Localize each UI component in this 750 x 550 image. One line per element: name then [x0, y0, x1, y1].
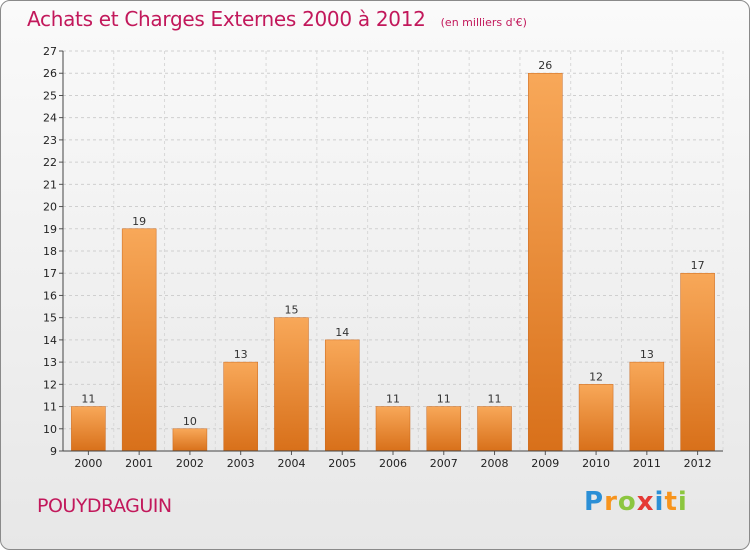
- logo-letter: r: [604, 487, 618, 517]
- y-tick-label: 25: [43, 89, 57, 102]
- bar: [71, 406, 106, 452]
- bars: [71, 72, 715, 452]
- logo-letter: i: [654, 487, 665, 517]
- data-label: 14: [335, 326, 349, 339]
- x-tick-label: 2004: [277, 457, 305, 470]
- y-tick-label: 16: [43, 289, 57, 302]
- data-label: 12: [589, 370, 603, 383]
- y-tick-label: 10: [43, 423, 57, 436]
- bar: [477, 406, 512, 452]
- y-axis-ticks: 9 10 11 12 13 14 15 16 17 18 19 20 21 22 23 24 25 26 27: [43, 45, 63, 458]
- y-tick-label: 11: [43, 401, 57, 414]
- x-tick-label: 2003: [227, 457, 255, 470]
- y-tick-label: 22: [43, 156, 57, 169]
- x-tick-label: 2010: [582, 457, 610, 470]
- y-tick-label: 19: [43, 223, 57, 236]
- data-label: 13: [640, 348, 654, 361]
- x-tick-label: 2007: [430, 457, 458, 470]
- y-tick-label: 12: [43, 378, 57, 391]
- logo-letter: x: [636, 487, 655, 517]
- logo-letter: P: [584, 487, 605, 517]
- axes: [62, 51, 723, 452]
- y-tick-label: 18: [43, 245, 57, 258]
- gridlines: [62, 50, 724, 452]
- bar: [680, 272, 715, 452]
- y-tick-label: 13: [43, 356, 57, 369]
- x-tick-label: 2000: [74, 457, 102, 470]
- y-tick-label: 15: [43, 312, 57, 325]
- bar: [223, 361, 258, 452]
- bar: [629, 361, 665, 452]
- data-label: 11: [437, 393, 451, 406]
- data-label: 10: [183, 415, 197, 428]
- bar: [274, 317, 309, 452]
- commune-name: POUYDRAGUIN: [37, 495, 172, 517]
- chart-title: Achats et Charges Externes 2000 à 2012: [27, 7, 426, 31]
- x-tick-label: 2009: [531, 457, 559, 470]
- x-tick-label: 2002: [176, 457, 204, 470]
- proxiti-logo: Proxiti: [584, 487, 688, 517]
- bar: [324, 339, 360, 452]
- y-tick-label: 24: [43, 112, 57, 125]
- y-tick-label: 17: [43, 267, 57, 280]
- x-tick-label: 2011: [633, 457, 661, 470]
- y-tick-label: 26: [43, 67, 57, 80]
- data-label: 11: [488, 393, 502, 406]
- data-label: 11: [386, 393, 400, 406]
- logo-letter: i: [677, 487, 688, 517]
- x-axis-ticks: 2000 2001 2002 2003 2004 2005 2006 2007 2008 2009…: [74, 451, 712, 470]
- chart-title-block: Achats et Charges Externes 2000 à 2012 (…: [27, 7, 527, 31]
- y-tick-label: 23: [43, 134, 57, 147]
- logo-letter: o: [617, 487, 637, 517]
- data-label: 13: [234, 348, 248, 361]
- bar: [375, 406, 411, 452]
- logo-letter: t: [664, 487, 678, 517]
- y-tick-label: 14: [43, 334, 57, 347]
- bar: [426, 406, 462, 452]
- data-label: 15: [284, 304, 298, 317]
- x-tick-label: 2012: [684, 457, 712, 470]
- x-tick-label: 2006: [379, 457, 407, 470]
- y-tick-label: 20: [43, 201, 57, 214]
- data-label: 11: [81, 393, 95, 406]
- data-label: 19: [132, 215, 146, 228]
- x-tick-label: 2005: [328, 457, 356, 470]
- y-tick-label: 21: [43, 178, 57, 191]
- bar: [172, 428, 208, 452]
- y-tick-label: 27: [43, 45, 57, 58]
- data-label: 26: [538, 59, 552, 72]
- y-tick-label: 9: [50, 445, 57, 458]
- chart-subtitle: (en milliers d'€): [440, 16, 527, 29]
- bar: [121, 228, 157, 452]
- data-label: 17: [691, 259, 705, 272]
- bar: [578, 384, 614, 452]
- x-tick-label: 2008: [481, 457, 509, 470]
- bar: [528, 72, 563, 452]
- x-tick-label: 2001: [125, 457, 153, 470]
- data-labels: 11 19 10 13 15 14 11 11 11 26 12 13 17: [81, 59, 704, 428]
